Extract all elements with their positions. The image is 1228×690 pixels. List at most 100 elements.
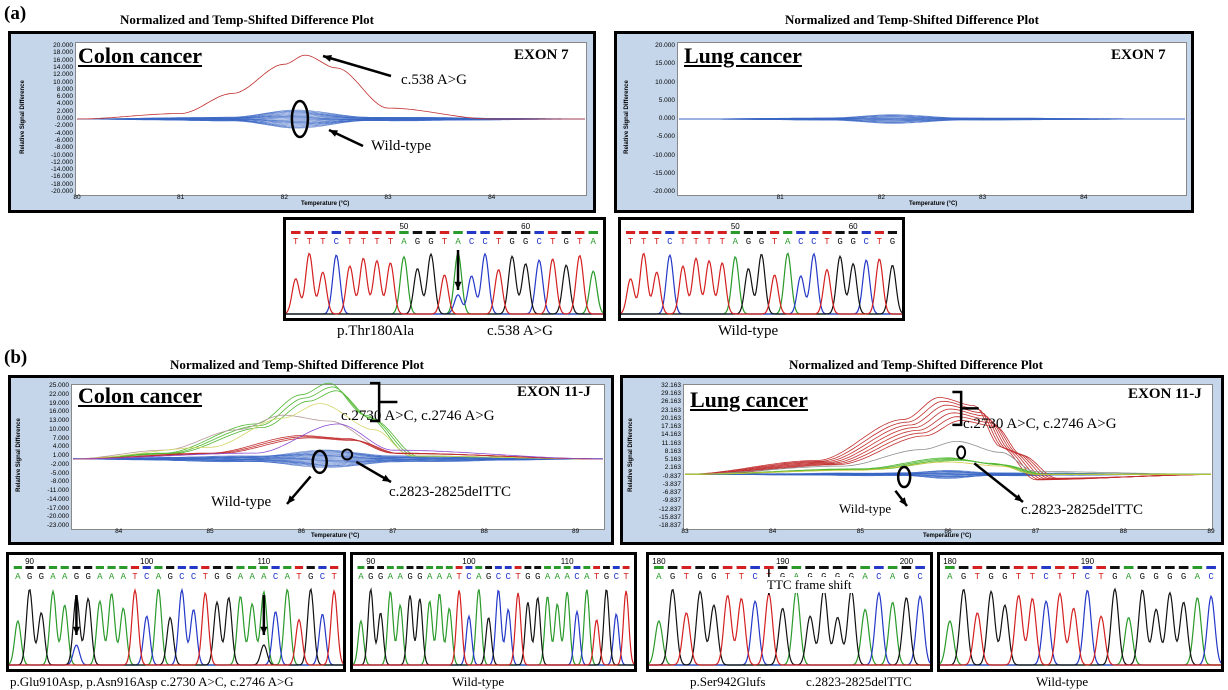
base-letter: A [249, 572, 255, 582]
base-call-bar [750, 566, 760, 569]
c2823-circle-lung [956, 445, 967, 460]
base-letter: G [27, 572, 32, 582]
ytick-label: 7.000 [52, 434, 69, 442]
ytick-label: -12.000 [50, 158, 73, 166]
base-letter: A [285, 572, 291, 582]
base-call-bar [453, 231, 463, 234]
base-letter: C [469, 237, 475, 247]
base-call-bar [783, 231, 793, 234]
base-call-bar [822, 231, 832, 234]
base-letter: A [785, 237, 791, 247]
ytick-label: 14.000 [53, 63, 73, 71]
chromatogram-a-colon: T T T C T T T T A G G T A C C T G G C T G T A 50 60 [283, 217, 606, 321]
base-call-bar [520, 231, 531, 234]
base-call-bar [455, 566, 463, 569]
base-call-bar [166, 566, 175, 569]
base-call-bar [901, 566, 912, 569]
ytick-label: 6.000 [56, 93, 73, 101]
xtick-label: 81 [776, 194, 784, 201]
base-letter: C [1043, 572, 1049, 582]
base-letter: G [378, 572, 383, 582]
base-call-bar [639, 231, 649, 234]
base-call-bar [399, 231, 409, 234]
base-letter: G [167, 572, 172, 582]
base-call-bar [544, 566, 551, 569]
base-letter: A [447, 572, 453, 582]
base-letter: G [525, 572, 530, 582]
base-call-bar [318, 566, 327, 569]
wildtype-curve [685, 470, 1211, 475]
position-number: 190 [776, 557, 790, 566]
base-letter: G [523, 237, 528, 247]
base-call-bar [386, 566, 394, 569]
ann-c538: c.538 A>G [401, 72, 467, 88]
chromatogram-b-1: A G G A A G G A A A T C A G C C T G G A A A C A T G C T 90 100 110 [6, 552, 346, 672]
base-call-bar [306, 566, 315, 569]
exon-label-a-colon: EXON 7 [514, 47, 569, 63]
base-letter: C [811, 237, 817, 247]
caption-b-1: p.Glu910Asp, p.Asn916Asp c.2730 A>C, c.2… [10, 674, 294, 689]
ytick-label: -11.000 [47, 487, 69, 494]
ytick-label: -6.837 [662, 489, 681, 497]
mutant-curve-c2730-grey [73, 414, 603, 460]
base-call-bar [84, 566, 93, 569]
melt-plot-b-colon: 25.000 22.000 19.000 16.000 13.000 10.000 7.00… [8, 375, 614, 545]
base-call-bar [593, 566, 601, 569]
base-letter: C [614, 572, 620, 582]
base-letter: G [428, 237, 433, 247]
base-letter: G [509, 237, 514, 247]
ytick-label: -16.000 [50, 173, 73, 181]
base-letter: T [320, 237, 326, 247]
position-number: 180 [652, 557, 666, 566]
c2823-circle-colon [341, 448, 354, 461]
base-call-bar [553, 566, 561, 569]
base-letter: G [535, 572, 540, 582]
exon-label-a-lung: EXON 7 [1111, 47, 1166, 63]
base-letter: G [1181, 572, 1186, 582]
caption-b-2: Wild-type [452, 674, 505, 689]
base-call-bar [291, 231, 301, 234]
base-call-bar [358, 231, 369, 234]
ytick-label: 4.000 [56, 100, 73, 108]
base-call-bar [691, 231, 701, 234]
base-call-bar [874, 231, 884, 234]
caption-b-3b: c.2823-2825delTTC [806, 674, 912, 689]
ytick-label: 18.000 [53, 49, 73, 57]
base-call-bar [406, 566, 414, 569]
base-call-bar [730, 231, 740, 234]
base-letter: T [293, 237, 299, 247]
base-call-bar [1027, 566, 1038, 569]
base-call-bar [972, 566, 983, 569]
base-letter: G [407, 572, 412, 582]
base-letter: A [476, 572, 482, 582]
base-letter: A [733, 237, 739, 247]
base-letter: C [179, 572, 185, 582]
xtick-label: 83 [978, 194, 987, 201]
base-letter: T [1057, 572, 1063, 582]
trace-T [285, 252, 603, 315]
ytick-label: -18.837 [658, 522, 681, 529]
base-letter: C [798, 237, 804, 247]
base-call-bar [367, 566, 375, 569]
panel-a-right-title: Normalized and Temp-Shifted Difference P… [785, 12, 1039, 27]
ytick-label: 10.000 [49, 425, 69, 433]
ytick-label: 19.000 [49, 399, 69, 407]
ytick-label: 20.163 [661, 414, 681, 422]
ylabel-a-colon: Relative Signal Difference [20, 80, 26, 154]
base-call-bar [805, 566, 815, 569]
base-call-bar [271, 566, 280, 569]
base-call-bar [861, 231, 871, 234]
position-number: 100 [462, 557, 476, 566]
ytick-label: 2.163 [664, 464, 681, 472]
base-call-bar [1000, 566, 1010, 569]
base-letter: A [427, 572, 433, 582]
xtick-label: 84 [115, 528, 123, 535]
base-letter: G [837, 237, 842, 247]
trace-G [649, 587, 930, 666]
base-letter: T [1071, 572, 1077, 582]
ytick-label: 14.163 [661, 431, 681, 439]
base-call-bar [304, 231, 315, 234]
base-letter: T [347, 237, 353, 247]
base-letter: C [334, 237, 340, 247]
base-call-bar [583, 566, 591, 569]
